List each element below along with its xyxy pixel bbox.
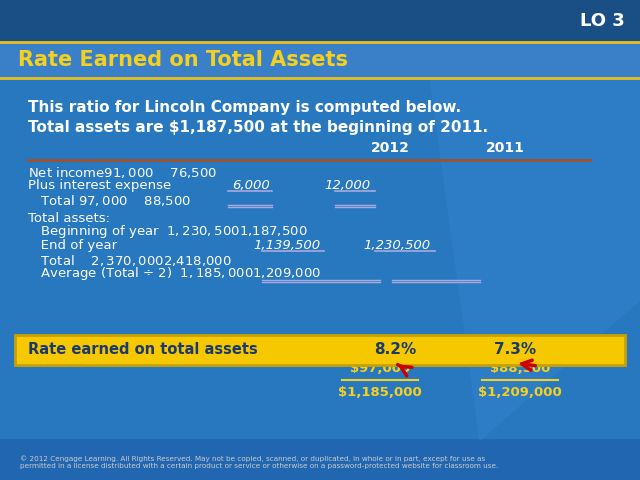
Text: Beginning of year  $1,230,500  $1,187,500: Beginning of year $1,230,500 $1,187,500 <box>28 224 308 240</box>
Bar <box>0 78 640 438</box>
Text: 2012: 2012 <box>371 141 410 155</box>
Text: Average (Total ÷ 2)  $1,185,000  $1,209,000: Average (Total ÷ 2) $1,185,000 $1,209,00… <box>28 265 321 283</box>
Text: $88,500: $88,500 <box>490 361 550 374</box>
Text: Total    $2,370,000  $2,418,000: Total $2,370,000 $2,418,000 <box>28 252 232 267</box>
Text: $1,209,000: $1,209,000 <box>478 385 562 398</box>
Text: 8.2%: 8.2% <box>374 343 416 358</box>
Text: Plus interest expense: Plus interest expense <box>28 180 172 192</box>
Text: LO 3: LO 3 <box>580 12 625 30</box>
Text: Total assets are $1,187,500 at the beginning of 2011.: Total assets are $1,187,500 at the begin… <box>28 120 488 135</box>
Text: Net income$    91,000 $    76,500: Net income$ 91,000 $ 76,500 <box>28 165 217 180</box>
Text: Total $    97,000 $    88,500: Total $ 97,000 $ 88,500 <box>28 192 191 207</box>
Text: Rate earned on total assets: Rate earned on total assets <box>28 343 258 358</box>
Text: 6,000: 6,000 <box>232 180 270 192</box>
Bar <box>0 0 640 42</box>
Text: $1,185,000: $1,185,000 <box>338 385 422 398</box>
Text: $97,000: $97,000 <box>350 361 410 374</box>
Polygon shape <box>430 78 640 440</box>
Text: Total assets:: Total assets: <box>28 212 110 225</box>
Bar <box>15 335 625 365</box>
Text: 1,139,500: 1,139,500 <box>253 240 320 252</box>
Text: © 2012 Cengage Learning. All Rights Reserved. May not be copied, scanned, or dup: © 2012 Cengage Learning. All Rights Rese… <box>20 455 499 468</box>
Text: 12,000: 12,000 <box>324 180 370 192</box>
Text: 7.3%: 7.3% <box>494 343 536 358</box>
Bar <box>15 335 625 365</box>
Text: Rate Earned on Total Assets: Rate Earned on Total Assets <box>18 50 348 70</box>
Text: End of year: End of year <box>28 240 117 252</box>
Text: This ratio for Lincoln Company is computed below.: This ratio for Lincoln Company is comput… <box>28 100 461 115</box>
Bar <box>0 42 640 78</box>
Text: 2011: 2011 <box>486 141 524 155</box>
Text: 1,230,500: 1,230,500 <box>363 240 430 252</box>
